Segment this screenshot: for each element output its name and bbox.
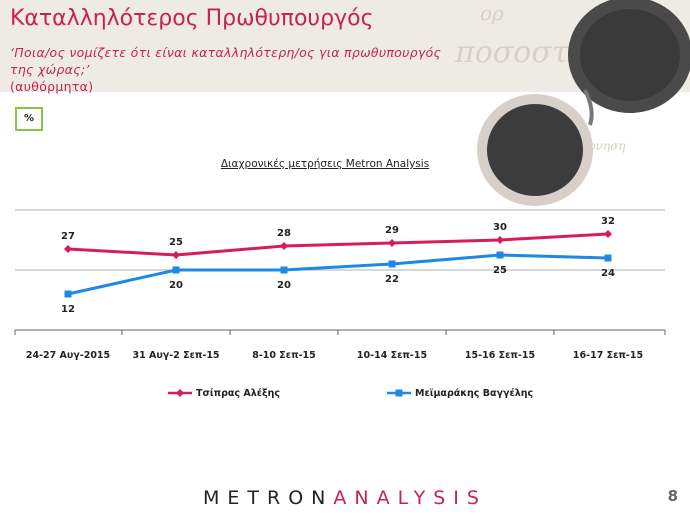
svg-text:ορ: ορ xyxy=(480,1,504,25)
legend-item-tsipras: Τσίπρας Αλέξης xyxy=(168,386,280,400)
decorative-glasses-art: ορ ποσοστό θεωρό κυβέρνηση xyxy=(454,0,690,206)
data-label: 12 xyxy=(61,304,75,315)
data-label: 30 xyxy=(493,222,507,233)
data-label: 25 xyxy=(493,265,507,276)
legend-label: Μεϊμαράκης Βαγγέλης xyxy=(415,387,534,399)
data-point xyxy=(496,236,504,244)
data-label: 29 xyxy=(385,225,399,236)
data-point xyxy=(496,251,504,259)
data-point xyxy=(64,290,72,298)
logo-metron: METRON xyxy=(203,487,334,509)
metron-analysis-logo: METRONANALYSIS xyxy=(0,487,690,509)
x-tick-label: 15-16 Σεπ-15 xyxy=(465,350,535,361)
data-label: 24 xyxy=(601,268,615,279)
page-title: Καταλληλότερος Πρωθυπουργός xyxy=(10,6,374,31)
data-label: 32 xyxy=(601,216,615,227)
data-point xyxy=(604,254,612,262)
x-tick-label: 31 Αυγ-2 Σεπ-15 xyxy=(132,350,219,361)
data-label: 20 xyxy=(169,280,183,291)
data-label: 28 xyxy=(277,228,291,239)
data-label: 25 xyxy=(169,237,183,248)
data-point xyxy=(280,242,288,250)
legend-marker-diamond-icon xyxy=(168,389,192,397)
series-line-1 xyxy=(67,253,609,296)
data-point xyxy=(604,230,612,238)
data-point xyxy=(172,266,180,274)
x-tick-label: 24-27 Αυγ-2015 xyxy=(26,350,110,361)
survey-question-note: (αυθόρμητα) xyxy=(10,79,94,94)
logo-analysis: ANALYSIS xyxy=(333,487,487,509)
x-tick-label: 10-14 Σεπ-15 xyxy=(357,350,427,361)
data-point xyxy=(280,266,288,274)
svg-text:ποσοστό: ποσοστό xyxy=(454,35,586,70)
survey-question: ‘Ποια/ος νομίζετε ότι είναι καταλληλότερ… xyxy=(10,45,442,77)
line-chart: 24-27 Αυγ-2015 31 Αυγ-2 Σεπ-15 8-10 Σεπ-15… xyxy=(14,209,666,361)
chart-title: Διαχρονικές μετρήσεις Metron Analysis xyxy=(220,158,430,170)
x-tick-label: 16-17 Σεπ-15 xyxy=(573,350,643,361)
legend-marker-square-icon xyxy=(387,389,411,397)
data-point xyxy=(172,251,180,259)
data-point xyxy=(388,239,396,247)
data-label: 27 xyxy=(61,231,75,242)
data-label: 20 xyxy=(277,280,291,291)
page-number: 8 xyxy=(667,487,678,505)
data-label: 22 xyxy=(385,274,399,285)
series-line-0 xyxy=(67,232,609,257)
x-tick-label: 8-10 Σεπ-15 xyxy=(252,350,316,361)
data-point xyxy=(64,245,72,253)
unit-badge: % xyxy=(15,107,43,131)
data-point xyxy=(388,260,396,268)
page-subtitle: ‘Ποια/ος νομίζετε ότι είναι καταλληλότερ… xyxy=(10,44,450,95)
legend-label: Τσίπρας Αλέξης xyxy=(196,387,281,399)
legend-item-meimarakis: Μεϊμαράκης Βαγγέλης xyxy=(387,386,533,400)
